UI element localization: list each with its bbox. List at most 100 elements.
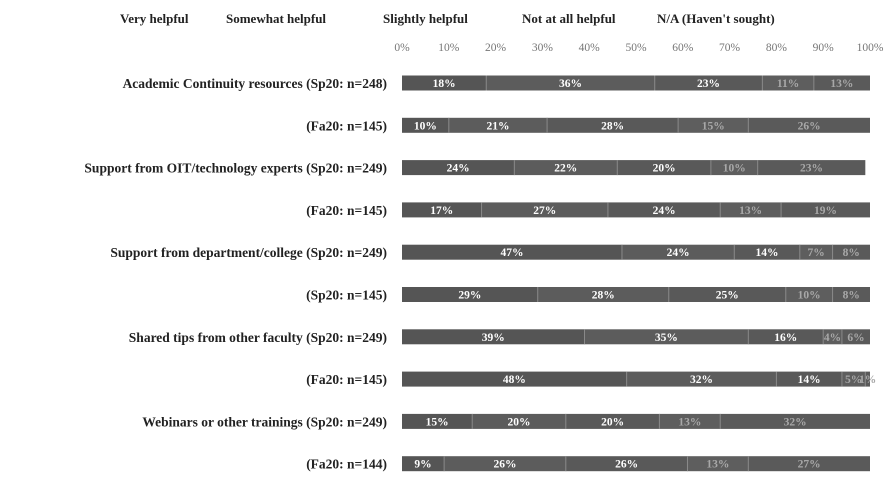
data-label: 13% (739, 205, 762, 217)
data-label: 18% (433, 78, 456, 90)
category-label: Support from department/college (Sp20: n… (110, 245, 387, 260)
bar-row: 29% 28% 25% 10% 8% (402, 287, 870, 302)
bar-segment (472, 413, 566, 429)
bar-segment (668, 287, 786, 302)
bar-segment-separator (710, 160, 712, 176)
data-label: 20% (601, 416, 624, 428)
bar-segment-separator (546, 117, 548, 133)
data-label: 26% (798, 120, 821, 132)
category-label: Academic Continuity resources (Sp20: n=2… (123, 76, 387, 91)
bar-segment (402, 456, 445, 472)
data-label: 10% (723, 163, 746, 175)
bar-segment-separator (584, 329, 586, 345)
bar-segment-separator (864, 371, 866, 387)
bar-segment (678, 117, 749, 133)
x-tick-label: 80% (766, 42, 788, 54)
data-label: 13% (706, 459, 729, 471)
data-label: 47% (500, 247, 523, 259)
data-label: 11% (777, 78, 799, 90)
bar-segment (687, 456, 749, 472)
bar-row: 39% 35% 16% 4% 6% (402, 329, 870, 345)
bar-segment (832, 244, 870, 260)
bar-segment-separator (537, 287, 539, 302)
bar-segment-separator (621, 244, 623, 260)
bar-segment (486, 75, 655, 91)
bar-row: 10% 21% 28% 15% 26% (402, 117, 870, 133)
bar-segment (654, 75, 763, 91)
data-label: 48% (503, 374, 526, 386)
bar-segment-separator (832, 244, 834, 260)
data-label: 25% (716, 290, 739, 302)
bar-segment (659, 413, 721, 429)
x-tick-label: 0% (394, 42, 410, 54)
bar-segment-separator (747, 117, 749, 133)
bar-segment (402, 75, 487, 91)
bar-segment-separator (785, 287, 787, 302)
data-label: 9% (414, 459, 431, 471)
data-label: 23% (800, 163, 823, 175)
bar-segment-separator (841, 329, 843, 345)
bar-segment-separator (841, 371, 843, 387)
bar-segment (799, 244, 833, 260)
bar-row: 18% 36% 23% 11% 13% (402, 75, 870, 91)
legend-entry: Very helpful (120, 11, 189, 26)
data-label: 20% (653, 163, 676, 175)
bar-segment-separator (719, 202, 721, 218)
data-label: 17% (430, 205, 453, 217)
bar-segment (720, 413, 870, 429)
category-label: Shared tips from other faculty (Sp20: n=… (129, 330, 387, 345)
data-label: 21% (486, 120, 509, 132)
category-label: Webinars or other trainings (Sp20: n=249… (142, 414, 387, 429)
bar-segment (748, 117, 870, 133)
data-label: 24% (653, 205, 676, 217)
x-tick-label: 40% (579, 42, 601, 54)
bar-segment-separator (775, 371, 777, 387)
bar-segment (748, 329, 824, 345)
x-tick-label: 90% (813, 42, 835, 54)
bar-segment (402, 117, 449, 133)
data-label: 5% (845, 374, 862, 386)
data-label: 35% (655, 332, 678, 344)
bar-segment-separator (471, 413, 473, 429)
x-tick-label: 10% (438, 42, 460, 54)
data-label: 22% (554, 163, 577, 175)
data-label: 14% (798, 374, 821, 386)
data-label: 28% (592, 290, 615, 302)
x-axis-ticks: 0% 10% 20% 30% 40% 50% 60% 70% 80% 90% 100% (394, 42, 884, 54)
bar-segment (841, 371, 866, 387)
bar-segment (710, 160, 758, 176)
bar-segment-separator (686, 456, 688, 472)
bar-row: 17% 27% 24% 13% 19% (402, 202, 870, 218)
bar-segment (841, 329, 870, 345)
bar-segment-separator (481, 202, 483, 218)
bar-row: 47% 24% 14% 7% 8% (402, 244, 870, 260)
bar-segment (748, 456, 870, 472)
data-label: 20% (508, 416, 531, 428)
data-label: 15% (426, 416, 449, 428)
bar-segment-separator (654, 75, 656, 91)
bar-segment (734, 244, 800, 260)
data-label: 13% (678, 416, 701, 428)
bar-segment-separator (747, 456, 749, 472)
bar-segment (617, 160, 711, 176)
bar-segment (547, 117, 679, 133)
bar-row: 24% 22% 20% 10% 23% (402, 160, 866, 176)
data-label: 8% (843, 290, 860, 302)
x-tick-label: 20% (485, 42, 507, 54)
category-label: (Fa20: n=145) (306, 203, 387, 218)
legend-entry: Not at all helpful (522, 11, 616, 26)
bar-segment (537, 287, 669, 302)
bar-segment (402, 244, 622, 260)
bar-segment-separator (757, 160, 759, 176)
data-label: 1% (859, 374, 876, 386)
data-label: 10% (414, 120, 437, 132)
bars: 18% 36% 23% 11% 13% 10% 21% 28% 15% 26% 24% 22% 20% 1… (402, 75, 876, 472)
data-label: 19% (814, 205, 837, 217)
data-label: 4% (824, 332, 841, 344)
bar-segment (626, 371, 777, 387)
bar-segment-separator (677, 117, 679, 133)
data-label: 7% (808, 247, 825, 259)
bar-segment-separator (626, 371, 628, 387)
legend-entry: Somewhat helpful (226, 11, 326, 26)
